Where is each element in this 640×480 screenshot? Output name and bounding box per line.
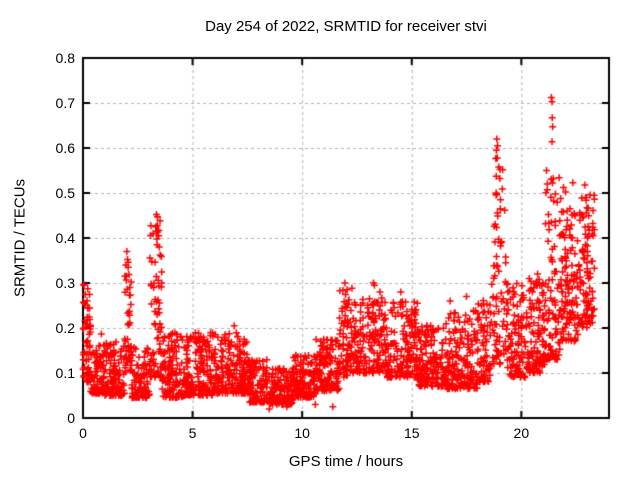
y-tick-label: 0.6 xyxy=(55,140,75,156)
y-tick-label: 0.8 xyxy=(55,50,75,66)
x-tick-label: 5 xyxy=(188,425,197,441)
y-tick-label: 0.3 xyxy=(55,275,75,291)
chart-title: Day 254 of 2022, SRMTID for receiver stv… xyxy=(205,18,487,35)
y-tick-label: 0.1 xyxy=(55,365,75,381)
x-tick-label: 0 xyxy=(79,425,87,441)
y-tick-label: 0.2 xyxy=(55,320,75,336)
y-tick-label: 0 xyxy=(67,410,75,426)
x-tick-label: 20 xyxy=(513,425,530,441)
x-axis-label: GPS time / hours xyxy=(288,453,404,470)
y-tick-label: 0.5 xyxy=(55,185,75,201)
y-tick-label: 0.4 xyxy=(55,230,75,246)
y-tick-label: 0.7 xyxy=(55,95,75,111)
x-tick-label: 10 xyxy=(294,425,310,441)
x-tick-label: 15 xyxy=(403,425,420,441)
